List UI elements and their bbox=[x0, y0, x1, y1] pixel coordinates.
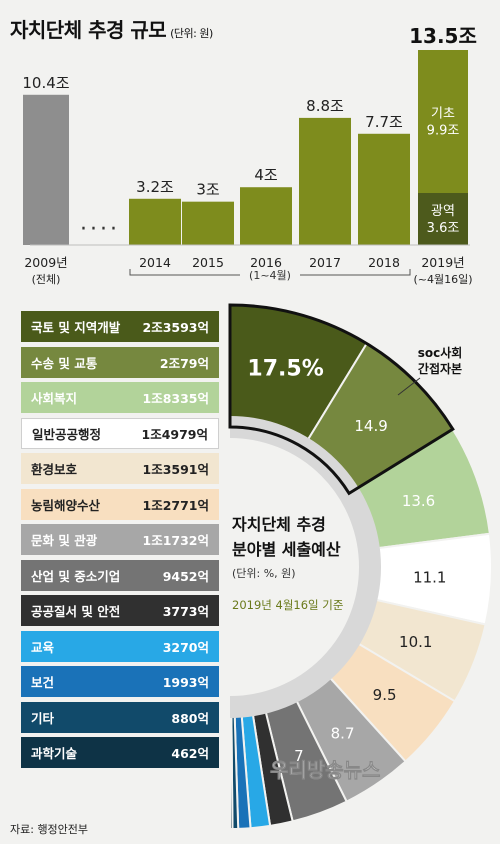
slice-value-label: 7 bbox=[294, 747, 304, 765]
bar-value-label: 3.2조 bbox=[136, 178, 174, 196]
legend-category: 농림해양수산 bbox=[31, 497, 101, 513]
bar bbox=[182, 201, 234, 245]
slice-value-label: 14.9 bbox=[354, 417, 387, 435]
ellipsis: ···· bbox=[80, 217, 120, 242]
legend-category: 보건 bbox=[31, 675, 55, 690]
legend-category: 산업 및 중소기업 bbox=[31, 568, 121, 584]
bar-value-label: 10.4조 bbox=[22, 74, 69, 92]
legend-amount: 3270억 bbox=[162, 639, 209, 655]
bar-2019-gwangyeok bbox=[418, 193, 468, 245]
legend-row: 일반공공행정 1조4979억 bbox=[21, 417, 219, 449]
legend-row: 교육 3270억 bbox=[21, 630, 219, 662]
top-bar-chart: 10.4조 2009년 (전체) 3.2조 2014 3조 2015 4조 2016 8.8조 20… bbox=[22, 24, 477, 286]
bar-2019-gicho bbox=[418, 50, 468, 193]
legend-amount: 3773억 bbox=[162, 604, 209, 619]
legend-amount: 2조3593억 bbox=[142, 320, 210, 335]
center-title-2: 분야별 세출예산 bbox=[232, 540, 341, 559]
bar bbox=[129, 198, 181, 245]
legend-amount: 1조4979억 bbox=[141, 426, 209, 442]
legend-row: 기타 880억 bbox=[21, 701, 219, 733]
legend-category: 국토 및 지역개발 bbox=[31, 320, 121, 335]
stack-value: 3.6조 bbox=[427, 221, 460, 236]
slice-value-label: 10.1 bbox=[399, 633, 432, 651]
legend-row: 국토 및 지역개발 2조3593억 bbox=[21, 311, 219, 342]
soc-label-1: soc사회 bbox=[418, 345, 463, 360]
bar-category-label: 2019년 bbox=[421, 255, 464, 270]
legend-amount: 1993억 bbox=[162, 675, 209, 690]
chart-title: 자치단체 추경 규모 (단위: 원) bbox=[10, 18, 213, 42]
center-unit: (단위: %, 원) bbox=[232, 567, 296, 580]
bar-value-label: 7.7조 bbox=[365, 113, 403, 131]
legend-row: 보건 1993억 bbox=[21, 666, 219, 697]
bar-category-label: 2016 bbox=[250, 255, 282, 270]
soc-outline bbox=[228, 303, 455, 496]
legend-amount: 462억 bbox=[171, 746, 209, 761]
bar bbox=[358, 133, 410, 245]
bar bbox=[240, 187, 292, 245]
legend-row: 사회복지 1조8335억 bbox=[21, 382, 219, 413]
stack-value: 9.9조 bbox=[427, 124, 460, 139]
legend-row: 농림해양수산 1조2771억 bbox=[21, 488, 219, 520]
bar bbox=[299, 117, 351, 245]
legend-category: 과학기술 bbox=[31, 746, 78, 761]
bar-value-label: 13.5조 bbox=[409, 24, 477, 48]
center-date: 2019년 4월16일 기준 bbox=[232, 598, 343, 612]
bar-category-label: 2015 bbox=[192, 255, 224, 270]
donut-slice bbox=[229, 705, 234, 831]
legend-category: 기타 bbox=[31, 710, 55, 726]
legend-amount: 2조79억 bbox=[159, 355, 209, 371]
watermark: 우리방송뉴스 bbox=[270, 758, 380, 782]
legend-category: 문화 및 관광 bbox=[31, 533, 98, 548]
range-bracket bbox=[129, 269, 411, 276]
bar-category-label: 2014 bbox=[139, 255, 171, 270]
slice-value-label: 9.5 bbox=[373, 686, 397, 704]
slice-value-label: 13.6 bbox=[402, 492, 435, 510]
legend-amount: 1조8335억 bbox=[142, 391, 210, 406]
legend-amount: 9452억 bbox=[162, 568, 209, 584]
legend-amount: 880억 bbox=[171, 710, 209, 726]
bar-category-label: 2017 bbox=[309, 255, 341, 270]
title-unit: (단위: 원) bbox=[170, 27, 213, 40]
bar-category-label: 2018 bbox=[368, 255, 400, 270]
legend-row: 문화 및 관광 1조1732억 bbox=[21, 524, 219, 555]
legend-row: 수송 및 교통 2조79억 bbox=[21, 346, 219, 378]
legend-category: 사회복지 bbox=[31, 391, 78, 406]
legend-category: 공공질서 및 안전 bbox=[31, 604, 121, 619]
stack-label: 기초 bbox=[431, 107, 455, 122]
legend-category: 수송 및 교통 bbox=[31, 355, 98, 371]
legend-category: 교육 bbox=[31, 639, 55, 655]
bar-category-note: (~4월16일) bbox=[413, 272, 472, 286]
legend-row: 과학기술 462억 bbox=[21, 737, 219, 768]
legend-row: 환경보호 1조3591억 bbox=[21, 453, 219, 484]
legend-row: 공공질서 및 안전 3773억 bbox=[21, 595, 219, 626]
legend-amount: 1조2771억 bbox=[142, 497, 210, 513]
bar-category-label: 2009년 bbox=[24, 255, 67, 270]
legend-category: 환경보호 bbox=[31, 462, 78, 477]
legend-row: 산업 및 중소기업 9452억 bbox=[21, 559, 219, 591]
source-note: 자료: 행정안전부 bbox=[10, 823, 89, 836]
range-note: (1~4월) bbox=[249, 269, 291, 282]
center-title-1: 자치단체 추경 bbox=[232, 515, 326, 534]
bar-value-label: 4조 bbox=[254, 166, 278, 184]
legend-amount: 1조1732억 bbox=[142, 533, 210, 548]
bar-category-note: (전체) bbox=[32, 273, 61, 286]
bar-value-label: 8.8조 bbox=[306, 97, 344, 115]
bar-value-label: 3조 bbox=[196, 181, 220, 199]
slice-value-label: 8.7 bbox=[331, 724, 355, 742]
bar bbox=[23, 94, 69, 246]
stack-label: 광역 bbox=[431, 204, 455, 219]
legend-amount: 1조3591억 bbox=[142, 462, 210, 477]
soc-label-2: 간접자본 bbox=[418, 361, 462, 376]
slice-value-label: 11.1 bbox=[413, 568, 446, 586]
soc-leader bbox=[397, 377, 421, 396]
legend-category: 일반공공행정 bbox=[32, 426, 102, 442]
slice-value-label: 17.5% bbox=[247, 357, 323, 382]
